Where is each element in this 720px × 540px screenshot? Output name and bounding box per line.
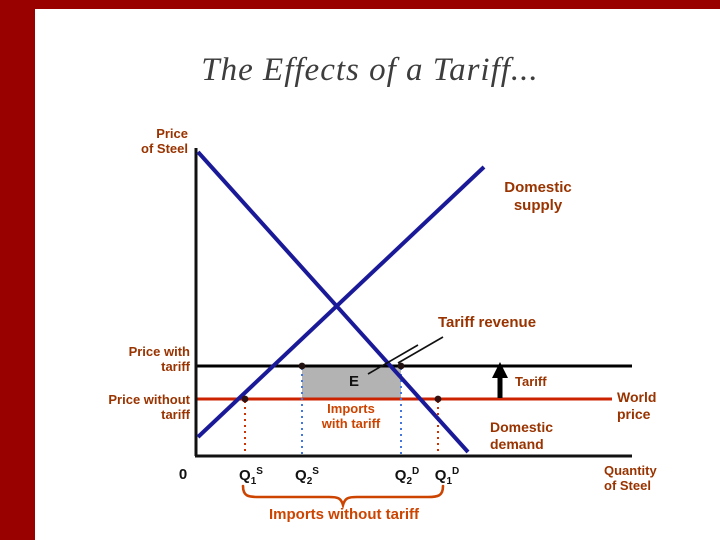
- y-axis-label: Price of Steel: [141, 126, 188, 157]
- tariff-revenue-rect: [302, 367, 401, 399]
- tariff-arrow-head: [492, 362, 508, 378]
- slide-title: The Effects of a Tariff...: [201, 52, 539, 88]
- imports-without-tariff-label: Imports without tariff: [269, 506, 419, 523]
- domestic-demand-label: Domestic demand: [490, 419, 554, 452]
- q1d-label: Q1D: [428, 466, 466, 487]
- q1s-base: Q: [239, 467, 251, 484]
- q1s-sub: 1: [250, 476, 257, 487]
- q1s-label: Q1S: [232, 466, 270, 487]
- tariff-label: Tariff: [515, 374, 547, 389]
- x-axis-label: Quantity of Steel: [604, 463, 657, 494]
- slide-left-border: [0, 0, 35, 540]
- origin-label: 0: [178, 466, 188, 483]
- q1s-sup: S: [256, 466, 263, 477]
- point-e-label: E: [348, 373, 359, 390]
- q2s-point: [298, 362, 306, 370]
- q2s-label: Q2S: [288, 466, 326, 487]
- q2s-sup: S: [312, 466, 319, 477]
- tariff-revenue-pointer-1: [397, 336, 444, 364]
- world-price-label: World price: [617, 389, 657, 422]
- q2s-base: Q: [295, 467, 307, 484]
- q1d-sub: 1: [446, 476, 452, 487]
- q2d-point: [397, 362, 405, 370]
- imports-with-tariff-label: Imports with tariff: [321, 401, 381, 432]
- imports-without-tariff-brace: [241, 484, 445, 510]
- q2d-sub: 2: [406, 476, 412, 487]
- supply-curve: [196, 165, 486, 439]
- q2s-sub: 2: [306, 476, 313, 487]
- demand-curve: [196, 150, 470, 454]
- domestic-supply-label: Domestic supply: [504, 179, 572, 214]
- q1d-point: [434, 395, 442, 403]
- q2d-label: Q2D: [388, 466, 426, 487]
- q2d-sup: D: [412, 466, 420, 477]
- q1d-sup: D: [452, 466, 460, 477]
- price-without-tariff-label: Price without tariff: [108, 392, 190, 423]
- price-with-tariff-label: Price with tariff: [128, 344, 190, 375]
- q1d-base: Q: [434, 467, 447, 484]
- q2d-base: Q: [394, 467, 407, 484]
- tariff-revenue-pointer-2: [367, 344, 419, 375]
- q1s-point: [241, 395, 249, 403]
- tariff-revenue-label: Tariff revenue: [437, 314, 537, 331]
- slide-top-border: [0, 0, 720, 9]
